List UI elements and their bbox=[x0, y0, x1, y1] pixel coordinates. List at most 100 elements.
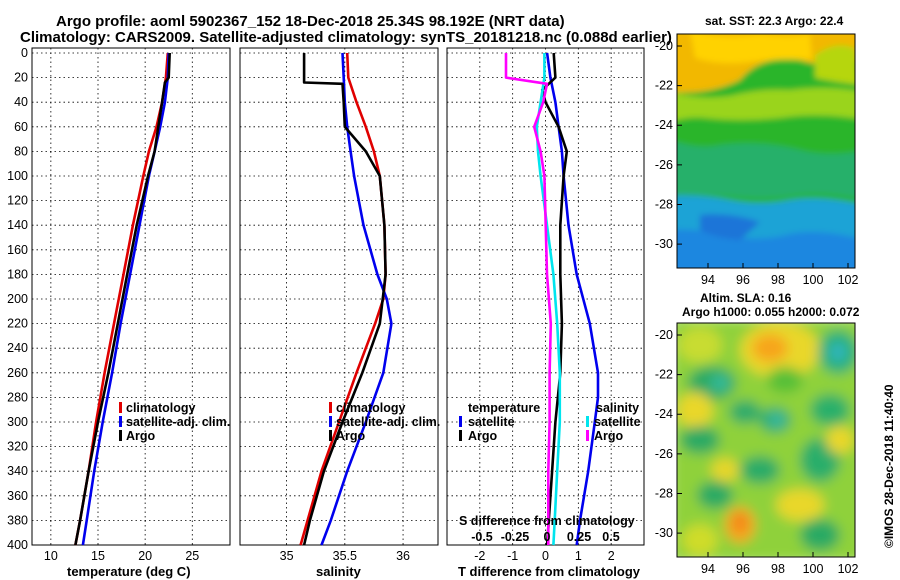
series-line-satellite-adj-clim- bbox=[81, 52, 170, 546]
depth-tick: 40 bbox=[14, 95, 28, 109]
series-line-s-satellite bbox=[535, 53, 562, 546]
sst-title: sat. SST: 22.3 Argo: 22.4 bbox=[705, 14, 844, 28]
depth-tick: 140 bbox=[7, 218, 28, 232]
s-tick: -0.25 bbox=[501, 530, 530, 544]
depth-tick: 100 bbox=[7, 169, 28, 183]
s-tick: 0.5 bbox=[602, 530, 619, 544]
legend-swatch-satellite bbox=[329, 416, 332, 427]
legend-t-argo: Argo bbox=[468, 429, 498, 443]
sla-title: Altim. SLA: 0.16 bbox=[700, 291, 792, 305]
temp-legend: climatology satellite-adj. clim. Argo bbox=[119, 401, 230, 443]
legend-salinity-title: salinity bbox=[596, 401, 639, 415]
lon-tick: 94 bbox=[701, 562, 715, 576]
profile-curves bbox=[74, 52, 600, 546]
sal-panel bbox=[239, 47, 439, 546]
x-tick: 2 bbox=[608, 549, 615, 563]
lat-tick: -24 bbox=[655, 118, 673, 132]
depth-tick: 380 bbox=[7, 513, 28, 527]
legend-swatch-climatology bbox=[119, 402, 122, 413]
depth-tick: 360 bbox=[7, 489, 28, 503]
legend-satellite: satellite-adj. clim. bbox=[336, 415, 440, 429]
x-tick: 20 bbox=[138, 549, 152, 563]
legend-swatch-argo bbox=[329, 430, 332, 441]
lat-tick: -26 bbox=[655, 447, 673, 461]
lat-tick: -30 bbox=[655, 526, 673, 540]
legend-argo: Argo bbox=[126, 429, 156, 443]
series-line-t-argo bbox=[540, 52, 569, 546]
lon-tick: 102 bbox=[838, 562, 859, 576]
imos-credit: ©IMOS 28-Dec-2018 11:40:40 bbox=[882, 384, 896, 548]
header-line-1: Argo profile: aoml 5902367_152 18-Dec-20… bbox=[56, 13, 565, 30]
depth-tick: 180 bbox=[7, 267, 28, 281]
s-tick: 0.25 bbox=[567, 530, 591, 544]
lat-tick: -28 bbox=[655, 197, 673, 211]
series-line-argo bbox=[302, 53, 387, 546]
s-diff-ticks: -0.5 -0.25 0 0.25 0.5 bbox=[471, 530, 620, 544]
x-tick: 35.5 bbox=[333, 549, 357, 563]
lat-tick: -30 bbox=[655, 237, 673, 251]
sal-xlabel: salinity bbox=[316, 564, 362, 579]
lon-tick: 102 bbox=[838, 273, 859, 287]
sla-frame bbox=[676, 322, 856, 558]
x-tick: 36 bbox=[396, 549, 410, 563]
lat-tick: -24 bbox=[655, 407, 673, 421]
legend-swatch-t-argo bbox=[459, 430, 462, 441]
sla-map bbox=[677, 323, 855, 557]
depth-tick: 200 bbox=[7, 292, 28, 306]
depth-tick: 400 bbox=[7, 538, 28, 552]
depth-tick: 220 bbox=[7, 317, 28, 331]
sla-subtitle: Argo h1000: 0.055 h2000: 0.072 bbox=[682, 305, 860, 319]
lat-tick: -22 bbox=[655, 368, 673, 382]
lon-tick: 100 bbox=[803, 273, 824, 287]
map-axes: -20 -22 -24 -26 -28 -30 94 96 98 100 102 -20 -22 -24 -… bbox=[655, 39, 859, 576]
x-tick: 1 bbox=[575, 549, 582, 563]
x-tick: -1 bbox=[507, 549, 518, 563]
diff-legend: temperature salinity satellite satellite… bbox=[459, 401, 641, 443]
lat-tick: -22 bbox=[655, 79, 673, 93]
depth-tick: 280 bbox=[7, 390, 28, 404]
legend-satellite: satellite-adj. clim. bbox=[126, 415, 230, 429]
depth-tick: 60 bbox=[14, 120, 28, 134]
diff-xlabel: T difference from climatology bbox=[458, 564, 641, 579]
temp-panel bbox=[31, 47, 231, 546]
depth-tick: 320 bbox=[7, 440, 28, 454]
legend-t-satellite: satellite bbox=[468, 415, 515, 429]
s-tick: 0 bbox=[544, 530, 551, 544]
legend-swatch-s-satellite bbox=[586, 416, 589, 427]
depth-tick: 160 bbox=[7, 243, 28, 257]
depth-tick: 240 bbox=[7, 341, 28, 355]
legend-temperature-title: temperature bbox=[468, 401, 540, 415]
depth-tick: 80 bbox=[14, 144, 28, 158]
legend-climatology: climatology bbox=[336, 401, 406, 415]
series-line-t-satellite bbox=[545, 52, 600, 546]
depth-tick: 20 bbox=[14, 71, 28, 85]
x-tick: 15 bbox=[91, 549, 105, 563]
legend-swatch-s-argo bbox=[586, 430, 589, 441]
lon-tick: 96 bbox=[736, 562, 750, 576]
x-tick: 35 bbox=[280, 549, 294, 563]
legend-swatch-argo bbox=[119, 430, 122, 441]
depth-tick: 0 bbox=[21, 46, 28, 60]
lon-tick: 94 bbox=[701, 273, 715, 287]
depth-tick: 120 bbox=[7, 194, 28, 208]
lat-tick: -28 bbox=[655, 486, 673, 500]
s-diff-axis-title: S difference from climatology bbox=[459, 514, 635, 528]
grid-layer bbox=[32, 48, 644, 546]
header-line-2: Climatology: CARS2009. Satellite-adjuste… bbox=[20, 29, 672, 46]
depth-axis: 0 20 40 60 80 100 120 140 160 180 200 220 240 260 280 3… bbox=[7, 46, 28, 552]
series-line-satellite-adj-clim- bbox=[320, 52, 393, 546]
lat-tick: -20 bbox=[655, 328, 673, 342]
depth-tick: 300 bbox=[7, 415, 28, 429]
sst-map bbox=[677, 34, 855, 268]
lon-tick: 98 bbox=[771, 562, 785, 576]
lat-tick: -26 bbox=[655, 158, 673, 172]
x-tick: 10 bbox=[44, 549, 58, 563]
lon-tick: 98 bbox=[771, 273, 785, 287]
depth-tick: 260 bbox=[7, 366, 28, 380]
lon-tick: 100 bbox=[803, 562, 824, 576]
lat-tick: -20 bbox=[655, 39, 673, 53]
series-line-argo bbox=[74, 52, 171, 546]
legend-s-satellite: satellite bbox=[594, 415, 641, 429]
legend-swatch-climatology bbox=[329, 402, 332, 413]
